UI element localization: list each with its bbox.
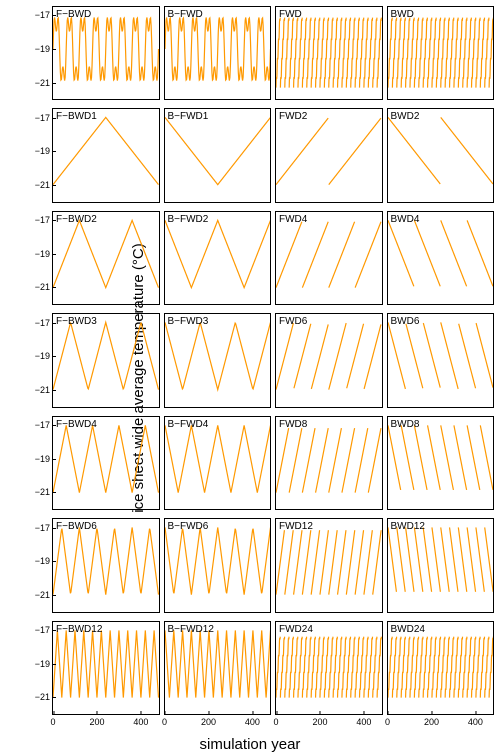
panel: B−FWD4 — [164, 416, 272, 510]
panel: FWD2 — [275, 108, 383, 202]
y-tick: −21 — [35, 78, 53, 88]
panel-label: F−BWD4 — [56, 419, 97, 430]
x-tick: 400 — [245, 714, 260, 727]
y-tick: −17 — [35, 318, 53, 328]
y-tick: −21 — [35, 282, 53, 292]
panel-label: B−FWD — [168, 9, 203, 20]
panel-label: BWD — [391, 9, 414, 20]
panel: FWD8 — [275, 416, 383, 510]
panel-label: BWD2 — [391, 111, 420, 122]
panel-label: F−BWD — [56, 9, 91, 20]
panel: F−BWD6−21−19−17 — [52, 518, 160, 612]
y-tick: −21 — [35, 692, 53, 702]
y-tick: −19 — [35, 249, 53, 259]
panel-label: B−FWD2 — [168, 214, 209, 225]
panel: F−BWD1−21−19−17 — [52, 108, 160, 202]
y-tick: −19 — [35, 146, 53, 156]
panel-label: F−BWD12 — [56, 624, 102, 635]
panel-label: F−BWD3 — [56, 316, 97, 327]
y-tick: −21 — [35, 487, 53, 497]
panel-label: BWD4 — [391, 214, 420, 225]
x-tick: 200 — [424, 714, 439, 727]
panel-label: BWD24 — [391, 624, 425, 635]
panel: BWD4 — [387, 211, 495, 305]
x-tick: 400 — [133, 714, 148, 727]
y-tick: −21 — [35, 385, 53, 395]
panel: FWD6 — [275, 313, 383, 407]
x-tick: 0 — [162, 714, 167, 727]
panel: B−FWD3 — [164, 313, 272, 407]
panel-label: FWD24 — [279, 624, 313, 635]
panel: F−BWD2−21−19−17 — [52, 211, 160, 305]
panel-label: FWD — [279, 9, 302, 20]
panel: B−FWD2 — [164, 211, 272, 305]
panel-label: FWD12 — [279, 521, 313, 532]
y-tick: −19 — [35, 659, 53, 669]
y-tick: −17 — [35, 625, 53, 635]
panel-label: BWD6 — [391, 316, 420, 327]
panel-label: BWD12 — [391, 521, 425, 532]
y-tick: −21 — [35, 590, 53, 600]
panel-label: FWD8 — [279, 419, 307, 430]
panel-grid: F−BWD−21−19−17 B−FWD FWD BWD F−BWD1−21−19−17… — [52, 6, 494, 715]
y-tick: −19 — [35, 351, 53, 361]
x-tick: 0 — [385, 714, 390, 727]
panel: F−BWD12−21−19−170200400 — [52, 621, 160, 715]
panel: B−FWD6 — [164, 518, 272, 612]
y-tick: −17 — [35, 10, 53, 20]
panel-label: F−BWD1 — [56, 111, 97, 122]
y-tick: −19 — [35, 44, 53, 54]
x-tick: 400 — [356, 714, 371, 727]
x-tick: 400 — [468, 714, 483, 727]
panel-label: B−FWD4 — [168, 419, 209, 430]
panel-label: F−BWD6 — [56, 521, 97, 532]
panel-label: B−FWD3 — [168, 316, 209, 327]
panel: BWD8 — [387, 416, 495, 510]
x-tick: 200 — [312, 714, 327, 727]
panel: B−FWD120200400 — [164, 621, 272, 715]
panel-label: FWD2 — [279, 111, 307, 122]
panel: F−BWD3−21−19−17 — [52, 313, 160, 407]
panel: F−BWD4−21−19−17 — [52, 416, 160, 510]
y-tick: −17 — [35, 113, 53, 123]
y-tick: −21 — [35, 180, 53, 190]
panel-label: B−FWD6 — [168, 521, 209, 532]
panel: FWD4 — [275, 211, 383, 305]
x-tick: 200 — [201, 714, 216, 727]
x-tick: 0 — [50, 714, 55, 727]
panel: BWD240200400 — [387, 621, 495, 715]
panel-label: BWD8 — [391, 419, 420, 430]
panel-label: FWD6 — [279, 316, 307, 327]
panel-label: FWD4 — [279, 214, 307, 225]
panel-label: B−FWD1 — [168, 111, 209, 122]
y-tick: −17 — [35, 420, 53, 430]
y-tick: −17 — [35, 523, 53, 533]
panel: FWD240200400 — [275, 621, 383, 715]
panel: BWD12 — [387, 518, 495, 612]
figure: ice sheet wide average temperature (°C) … — [0, 0, 500, 755]
x-tick: 0 — [273, 714, 278, 727]
x-axis-label: simulation year — [200, 736, 301, 753]
y-tick: −19 — [35, 556, 53, 566]
panel: BWD — [387, 6, 495, 100]
panel: B−FWD — [164, 6, 272, 100]
panel: F−BWD−21−19−17 — [52, 6, 160, 100]
panel: FWD — [275, 6, 383, 100]
y-tick: −19 — [35, 454, 53, 464]
panel-label: B−FWD12 — [168, 624, 214, 635]
panel: BWD2 — [387, 108, 495, 202]
x-tick: 200 — [89, 714, 104, 727]
panel: FWD12 — [275, 518, 383, 612]
panel: BWD6 — [387, 313, 495, 407]
y-tick: −17 — [35, 215, 53, 225]
panel-label: F−BWD2 — [56, 214, 97, 225]
panel: B−FWD1 — [164, 108, 272, 202]
